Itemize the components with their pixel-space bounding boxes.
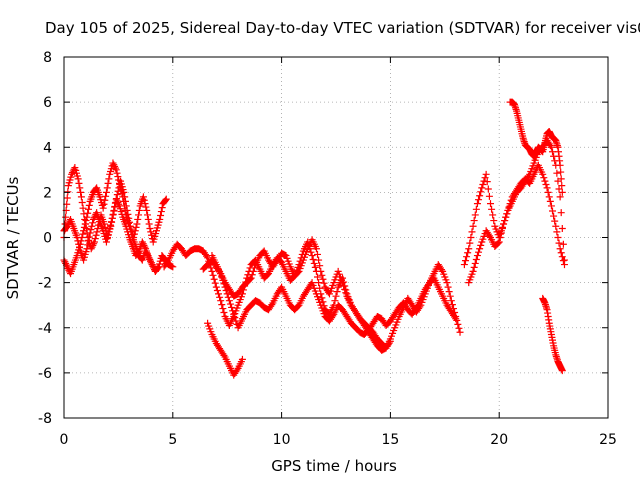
y-tick-label: 6 (43, 95, 52, 111)
x-tick-label: 15 (381, 432, 399, 448)
series-arc-6 (208, 252, 460, 339)
marker-plus (204, 319, 246, 379)
y-tick-label: 8 (43, 50, 52, 66)
series-arc-10 (506, 98, 566, 196)
x-tick-label: 5 (168, 432, 177, 448)
x-tick-label: 0 (60, 432, 69, 448)
x-tick-label: 20 (490, 432, 508, 448)
marker-plus (208, 252, 460, 339)
y-tick-label: -6 (38, 366, 52, 382)
x-tick-label: 25 (599, 432, 617, 448)
y-tick-label: 4 (43, 140, 52, 156)
y-tick-label: 0 (43, 231, 52, 247)
y-tick-label: -8 (38, 411, 52, 427)
y-axis-title: SDTVAR / TECUs (4, 176, 22, 299)
axis-ticks: 0 5 10 15 20 25 -8 -6 -4 -2 0 2 4 6 8 (38, 50, 617, 448)
series-arc-11 (539, 294, 566, 375)
chart-title: Day 105 of 2025, Sidereal Day-to-day VTE… (45, 19, 640, 37)
y-tick-label: -4 (38, 321, 52, 337)
y-tick-label: 2 (43, 185, 52, 201)
series-arc-7 (204, 319, 246, 379)
y-tick-label: -2 (38, 276, 52, 292)
marker-plus (539, 294, 566, 375)
x-axis-title: GPS time / hours (271, 457, 397, 475)
x-tick-label: 10 (273, 432, 291, 448)
marker-plus (506, 98, 566, 196)
